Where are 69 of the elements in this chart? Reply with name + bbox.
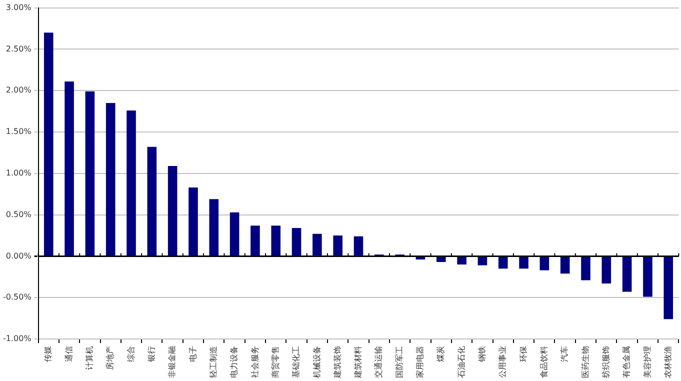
x-tick-label: 建筑材料 [354,346,363,379]
x-tick-label: 公用事业 [498,346,508,378]
bar [85,91,95,256]
x-tick-label: 美容护理 [642,346,652,378]
x-tick-label: 医药生物 [580,346,590,378]
x-tick-label: 综合 [126,346,136,362]
x-tick-label: 有色金属 [622,346,632,378]
bar [292,228,302,256]
x-tick-label: 国防军工 [394,346,404,378]
bar [209,199,219,256]
x-tick-label: 房地产 [106,346,115,370]
x-tick-label: 通信 [64,346,74,362]
x-tick-label: 电力设备 [230,346,239,378]
x-tick-label: 钢铁 [478,346,487,363]
bar [168,166,178,256]
bar [230,212,240,256]
x-tick-label: 煤炭 [436,346,446,362]
bar [519,256,528,269]
x-tick-label: 银行 [147,346,156,363]
y-tick-label: 2.00% [6,86,32,95]
y-tick-label: 3.00% [6,2,32,12]
x-tick-label: 计算机 [85,346,94,370]
bar [250,226,260,256]
bar [333,236,342,256]
bar [498,256,508,269]
y-tick-label: 2.50% [6,44,32,54]
x-tick-label: 建筑装饰 [332,346,342,379]
x-tick-label: 基础化工 [292,346,301,378]
y-tick-label: 1.50% [6,127,32,136]
bar [312,234,322,256]
bar [126,110,136,256]
x-tick-label: 传媒 [44,346,53,362]
y-tick-label: -1.00% [2,334,32,344]
x-tick-label: 轻工制造 [208,346,218,378]
bar [271,226,281,256]
x-tick-label: 汽车 [560,346,570,362]
x-tick-label: 纺织服饰 [601,346,610,378]
y-tick-label: -0.50% [2,292,32,302]
bar [560,256,570,274]
x-tick-label: 机械设备 [312,346,322,378]
bar [602,256,612,284]
bar [581,256,590,280]
x-tick-label: 商贸零售 [270,346,280,378]
x-tick-label: 电子 [188,346,198,362]
bar [643,256,652,297]
bar [188,187,198,256]
x-tick-label: 农林牧渔 [663,346,672,378]
x-tick-label: 非银金融 [168,346,177,378]
y-tick-label: 0.00% [6,251,32,260]
y-tick-label: 0.50% [6,210,32,219]
bar [147,146,157,256]
x-tick-label: 食品饮料 [540,346,548,378]
x-tick-label: 家用电器 [416,346,425,378]
bar [354,236,364,256]
x-tick-label: 交通运输 [374,346,384,378]
bar [436,256,446,262]
bar [622,256,632,292]
y-tick-label: 1.00% [6,168,32,178]
bar [664,256,674,320]
bar [106,103,116,256]
x-tick-label: 社会服务 [250,346,260,378]
bar [44,32,54,256]
bar [540,256,550,270]
bar [478,256,488,266]
bar [457,256,466,264]
x-tick-label: 环保 [518,346,528,362]
x-tick-label: 石油石化 [456,346,466,378]
bar [416,256,426,260]
bar [64,81,74,256]
